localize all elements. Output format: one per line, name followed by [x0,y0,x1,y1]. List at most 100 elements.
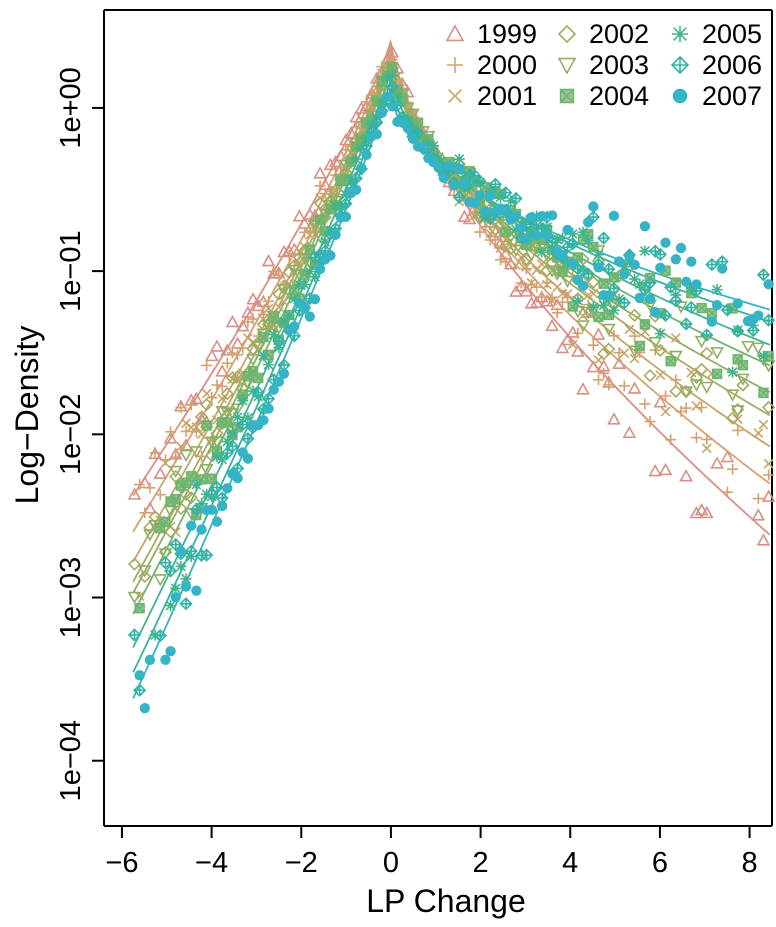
data-point-2005 [288,293,300,305]
data-point-2005 [366,119,378,131]
data-point-2006 [473,174,487,189]
data-point-2006 [385,80,399,94]
data-point-2007 [165,646,176,657]
data-point-2003 [406,108,420,122]
data-point-2006 [664,280,678,294]
data-point-1999 [648,464,663,477]
data-point-2000 [592,374,604,386]
data-point-2004 [670,277,682,288]
data-point-2001 [521,261,532,272]
data-point-2003 [648,336,663,350]
data-point-2005 [598,299,610,311]
data-point-2007 [531,230,542,241]
data-point-2003 [137,565,152,578]
data-point-1999 [545,318,559,332]
data-point-2000 [500,256,512,268]
data-point-2006 [339,197,353,211]
data-point-2004 [608,272,620,283]
data-point-2000 [608,330,620,342]
data-point-2006 [581,267,595,281]
data-point-2005 [242,412,254,424]
data-point-2002 [127,557,142,571]
data-point-1999 [359,99,374,112]
data-point-1999 [225,314,240,328]
data-point-2007 [479,206,491,217]
data-point-2005 [505,195,517,207]
data-point-1999 [627,381,642,394]
data-point-2000 [763,469,775,481]
data-point-2000 [360,96,372,108]
data-point-2003 [689,379,704,392]
data-point-2007 [180,581,192,592]
data-point-2005 [180,573,192,585]
data-point-1999 [720,449,735,463]
data-point-2007 [608,210,620,222]
data-point-2004 [696,302,707,314]
data-point-2007 [619,269,630,280]
data-point-2006 [731,324,745,338]
data-point-2002 [597,347,611,361]
data-point-2004 [222,417,233,428]
data-point-2007 [438,172,450,183]
data-point-1999 [261,254,276,267]
data-point-2004 [557,266,568,277]
data-point-2002 [230,370,245,384]
data-point-1999 [328,154,343,168]
data-point-1999 [235,319,250,332]
legend-label-2005: 2005 [702,19,762,49]
data-point-2000 [660,390,672,402]
data-point-2007 [670,254,682,265]
data-point-2001 [763,458,774,469]
data-point-2005 [211,451,223,463]
legend-label-1999: 1999 [477,19,537,49]
data-point-1999 [292,209,307,222]
data-point-2000 [541,277,553,289]
data-point-2007 [407,133,419,144]
data-point-2003 [158,548,173,561]
x-tick-label: 4 [562,847,578,879]
data-point-2007 [562,224,573,236]
data-point-2002 [736,378,750,392]
data-point-2007 [629,259,640,270]
legend-label-2003: 2003 [589,50,649,80]
data-point-1999 [612,356,626,369]
series-2006 [127,80,776,697]
data-point-2002 [725,411,740,425]
data-point-2005 [639,245,651,257]
data-point-2007 [448,180,460,191]
data-point-2005 [226,427,238,439]
y-tick-label: 1e+00 [55,67,87,148]
data-point-2007 [717,263,728,274]
data-point-2000 [721,486,733,498]
data-point-2007 [263,403,274,414]
data-point-2007 [387,101,398,112]
data-point-2002 [220,387,234,401]
data-point-2007 [613,256,625,267]
data-point-2007 [753,310,764,321]
data-point-1999 [163,431,178,444]
data-point-2007 [526,212,537,223]
legend-item-2005: 2005 [672,19,762,49]
data-point-1999 [689,505,704,519]
data-point-2003 [230,403,245,416]
data-point-2004 [634,340,645,352]
legend-label-2007: 2007 [702,81,762,111]
data-point-2006 [566,237,580,251]
data-point-1999 [143,501,157,514]
data-point-2001 [196,429,207,440]
data-point-2002 [627,308,642,322]
data-point-2007 [603,290,614,301]
data-point-2003 [545,265,559,278]
data-point-2003 [576,320,590,333]
data-point-2000 [134,479,146,491]
data-point-2001 [495,243,506,254]
data-point-2002 [200,398,214,412]
data-point-2004 [387,62,398,73]
data-point-2000 [391,72,403,84]
data-point-2002 [504,241,518,256]
data-point-2005 [510,223,522,235]
data-point-2001 [526,277,537,288]
data-point-2006 [617,296,631,310]
data-point-2001 [629,353,640,364]
